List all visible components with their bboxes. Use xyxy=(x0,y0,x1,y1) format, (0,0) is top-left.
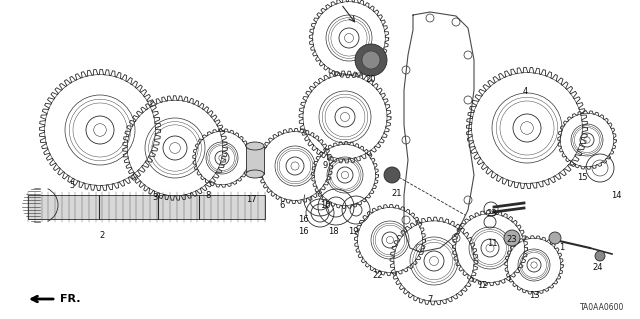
Text: 23: 23 xyxy=(486,210,497,219)
Text: 21: 21 xyxy=(392,189,403,197)
Text: 15: 15 xyxy=(577,174,588,182)
Text: 9: 9 xyxy=(323,160,328,169)
Text: 1: 1 xyxy=(559,242,564,251)
Text: 17: 17 xyxy=(246,195,256,204)
Text: 8: 8 xyxy=(205,190,211,199)
Text: 11: 11 xyxy=(487,239,497,248)
Text: 19: 19 xyxy=(348,227,358,236)
Text: 6: 6 xyxy=(279,201,285,210)
Text: 16: 16 xyxy=(298,227,308,236)
Text: 23: 23 xyxy=(507,235,517,244)
Text: TA0AA0600: TA0AA0600 xyxy=(580,303,625,313)
Circle shape xyxy=(549,232,561,244)
Text: 3: 3 xyxy=(152,194,157,203)
Circle shape xyxy=(504,230,520,246)
Ellipse shape xyxy=(246,170,264,178)
Text: 2: 2 xyxy=(99,232,104,241)
Circle shape xyxy=(362,51,380,69)
Text: 16: 16 xyxy=(298,216,308,225)
Text: 14: 14 xyxy=(611,190,621,199)
Bar xyxy=(28,195,265,219)
Text: 7: 7 xyxy=(428,295,433,305)
Text: 18: 18 xyxy=(328,227,339,236)
Text: 22: 22 xyxy=(372,271,383,279)
Text: 12: 12 xyxy=(477,280,487,290)
Text: 20: 20 xyxy=(365,76,376,85)
Text: 4: 4 xyxy=(522,87,527,97)
Circle shape xyxy=(595,251,605,261)
Text: 10: 10 xyxy=(320,201,330,210)
Text: FR.: FR. xyxy=(60,294,81,304)
Circle shape xyxy=(384,167,400,183)
Text: 24: 24 xyxy=(593,263,604,271)
Text: 5: 5 xyxy=(69,181,75,189)
Text: 13: 13 xyxy=(529,291,540,300)
Circle shape xyxy=(355,44,387,76)
Ellipse shape xyxy=(246,142,264,150)
Bar xyxy=(246,146,264,174)
